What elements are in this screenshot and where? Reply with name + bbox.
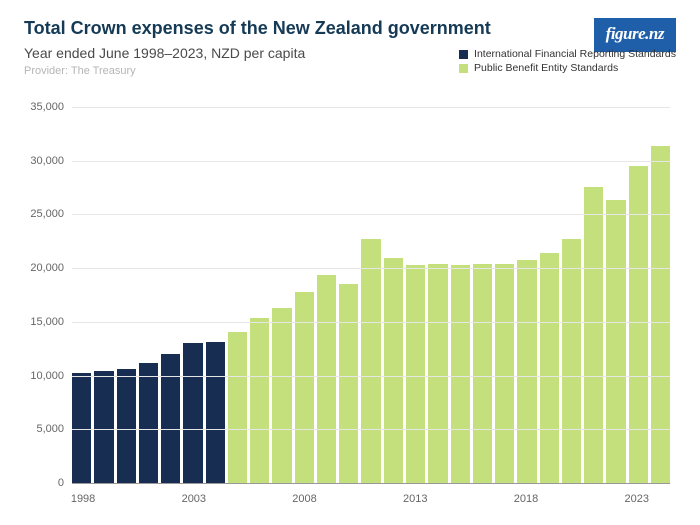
y-tick-label: 15,000	[30, 316, 64, 328]
bar	[651, 146, 670, 483]
y-tick-label: 25,000	[30, 208, 64, 220]
bar	[117, 369, 136, 483]
figurenz-logo: figure.nz	[594, 18, 676, 52]
bar	[428, 264, 447, 483]
bar	[206, 342, 225, 483]
bars-container	[72, 107, 670, 483]
x-tick-label: 2003	[182, 493, 206, 505]
grid-line	[72, 214, 670, 215]
y-tick-label: 35,000	[30, 101, 64, 113]
bar	[562, 239, 581, 483]
bar	[339, 284, 358, 483]
legend-label: Public Benefit Entity Standards	[474, 62, 618, 74]
y-tick-label: 10,000	[30, 370, 64, 382]
bar	[540, 253, 559, 483]
bar	[361, 239, 380, 483]
legend-item: International Financial Reporting Standa…	[459, 48, 676, 60]
bar	[161, 354, 180, 483]
grid-line	[72, 107, 670, 108]
bar	[384, 258, 403, 483]
bar	[139, 363, 158, 483]
bar	[72, 373, 91, 483]
legend: International Financial Reporting Standa…	[459, 48, 676, 76]
grid-line	[72, 483, 670, 484]
bar	[272, 308, 291, 483]
grid-line	[72, 429, 670, 430]
bar	[473, 264, 492, 483]
grid-line	[72, 376, 670, 377]
legend-label: International Financial Reporting Standa…	[474, 48, 676, 60]
plot-region: 05,00010,00015,00020,00025,00030,00035,0…	[72, 107, 670, 483]
x-tick-label: 2018	[514, 493, 538, 505]
x-axis: 1998 2003 2008 2013 2018 2023	[72, 487, 670, 511]
bar	[495, 264, 514, 483]
legend-item: Public Benefit Entity Standards	[459, 62, 676, 74]
x-tick-label: 2013	[403, 493, 427, 505]
bar	[250, 318, 269, 483]
chart-title: Total Crown expenses of the New Zealand …	[24, 18, 594, 39]
bar	[406, 265, 425, 483]
bar	[606, 200, 625, 483]
bar	[183, 343, 202, 483]
bar	[228, 332, 247, 483]
x-tick-label: 1998	[71, 493, 95, 505]
bar	[517, 260, 536, 483]
bar	[94, 371, 113, 483]
grid-line	[72, 161, 670, 162]
bar	[317, 275, 336, 483]
y-tick-label: 30,000	[30, 155, 64, 167]
y-tick-label: 20,000	[30, 262, 64, 274]
chart-area: 05,00010,00015,00020,00025,00030,00035,0…	[24, 107, 676, 511]
grid-line	[72, 268, 670, 269]
bar	[451, 265, 470, 483]
legend-swatch-icon	[459, 50, 468, 59]
grid-line	[72, 322, 670, 323]
x-tick-label: 2008	[292, 493, 316, 505]
legend-swatch-icon	[459, 64, 468, 73]
bar	[295, 292, 314, 483]
y-tick-label: 5,000	[36, 423, 64, 435]
y-tick-label: 0	[58, 477, 64, 489]
bar	[584, 187, 603, 484]
x-tick-label: 2023	[625, 493, 649, 505]
